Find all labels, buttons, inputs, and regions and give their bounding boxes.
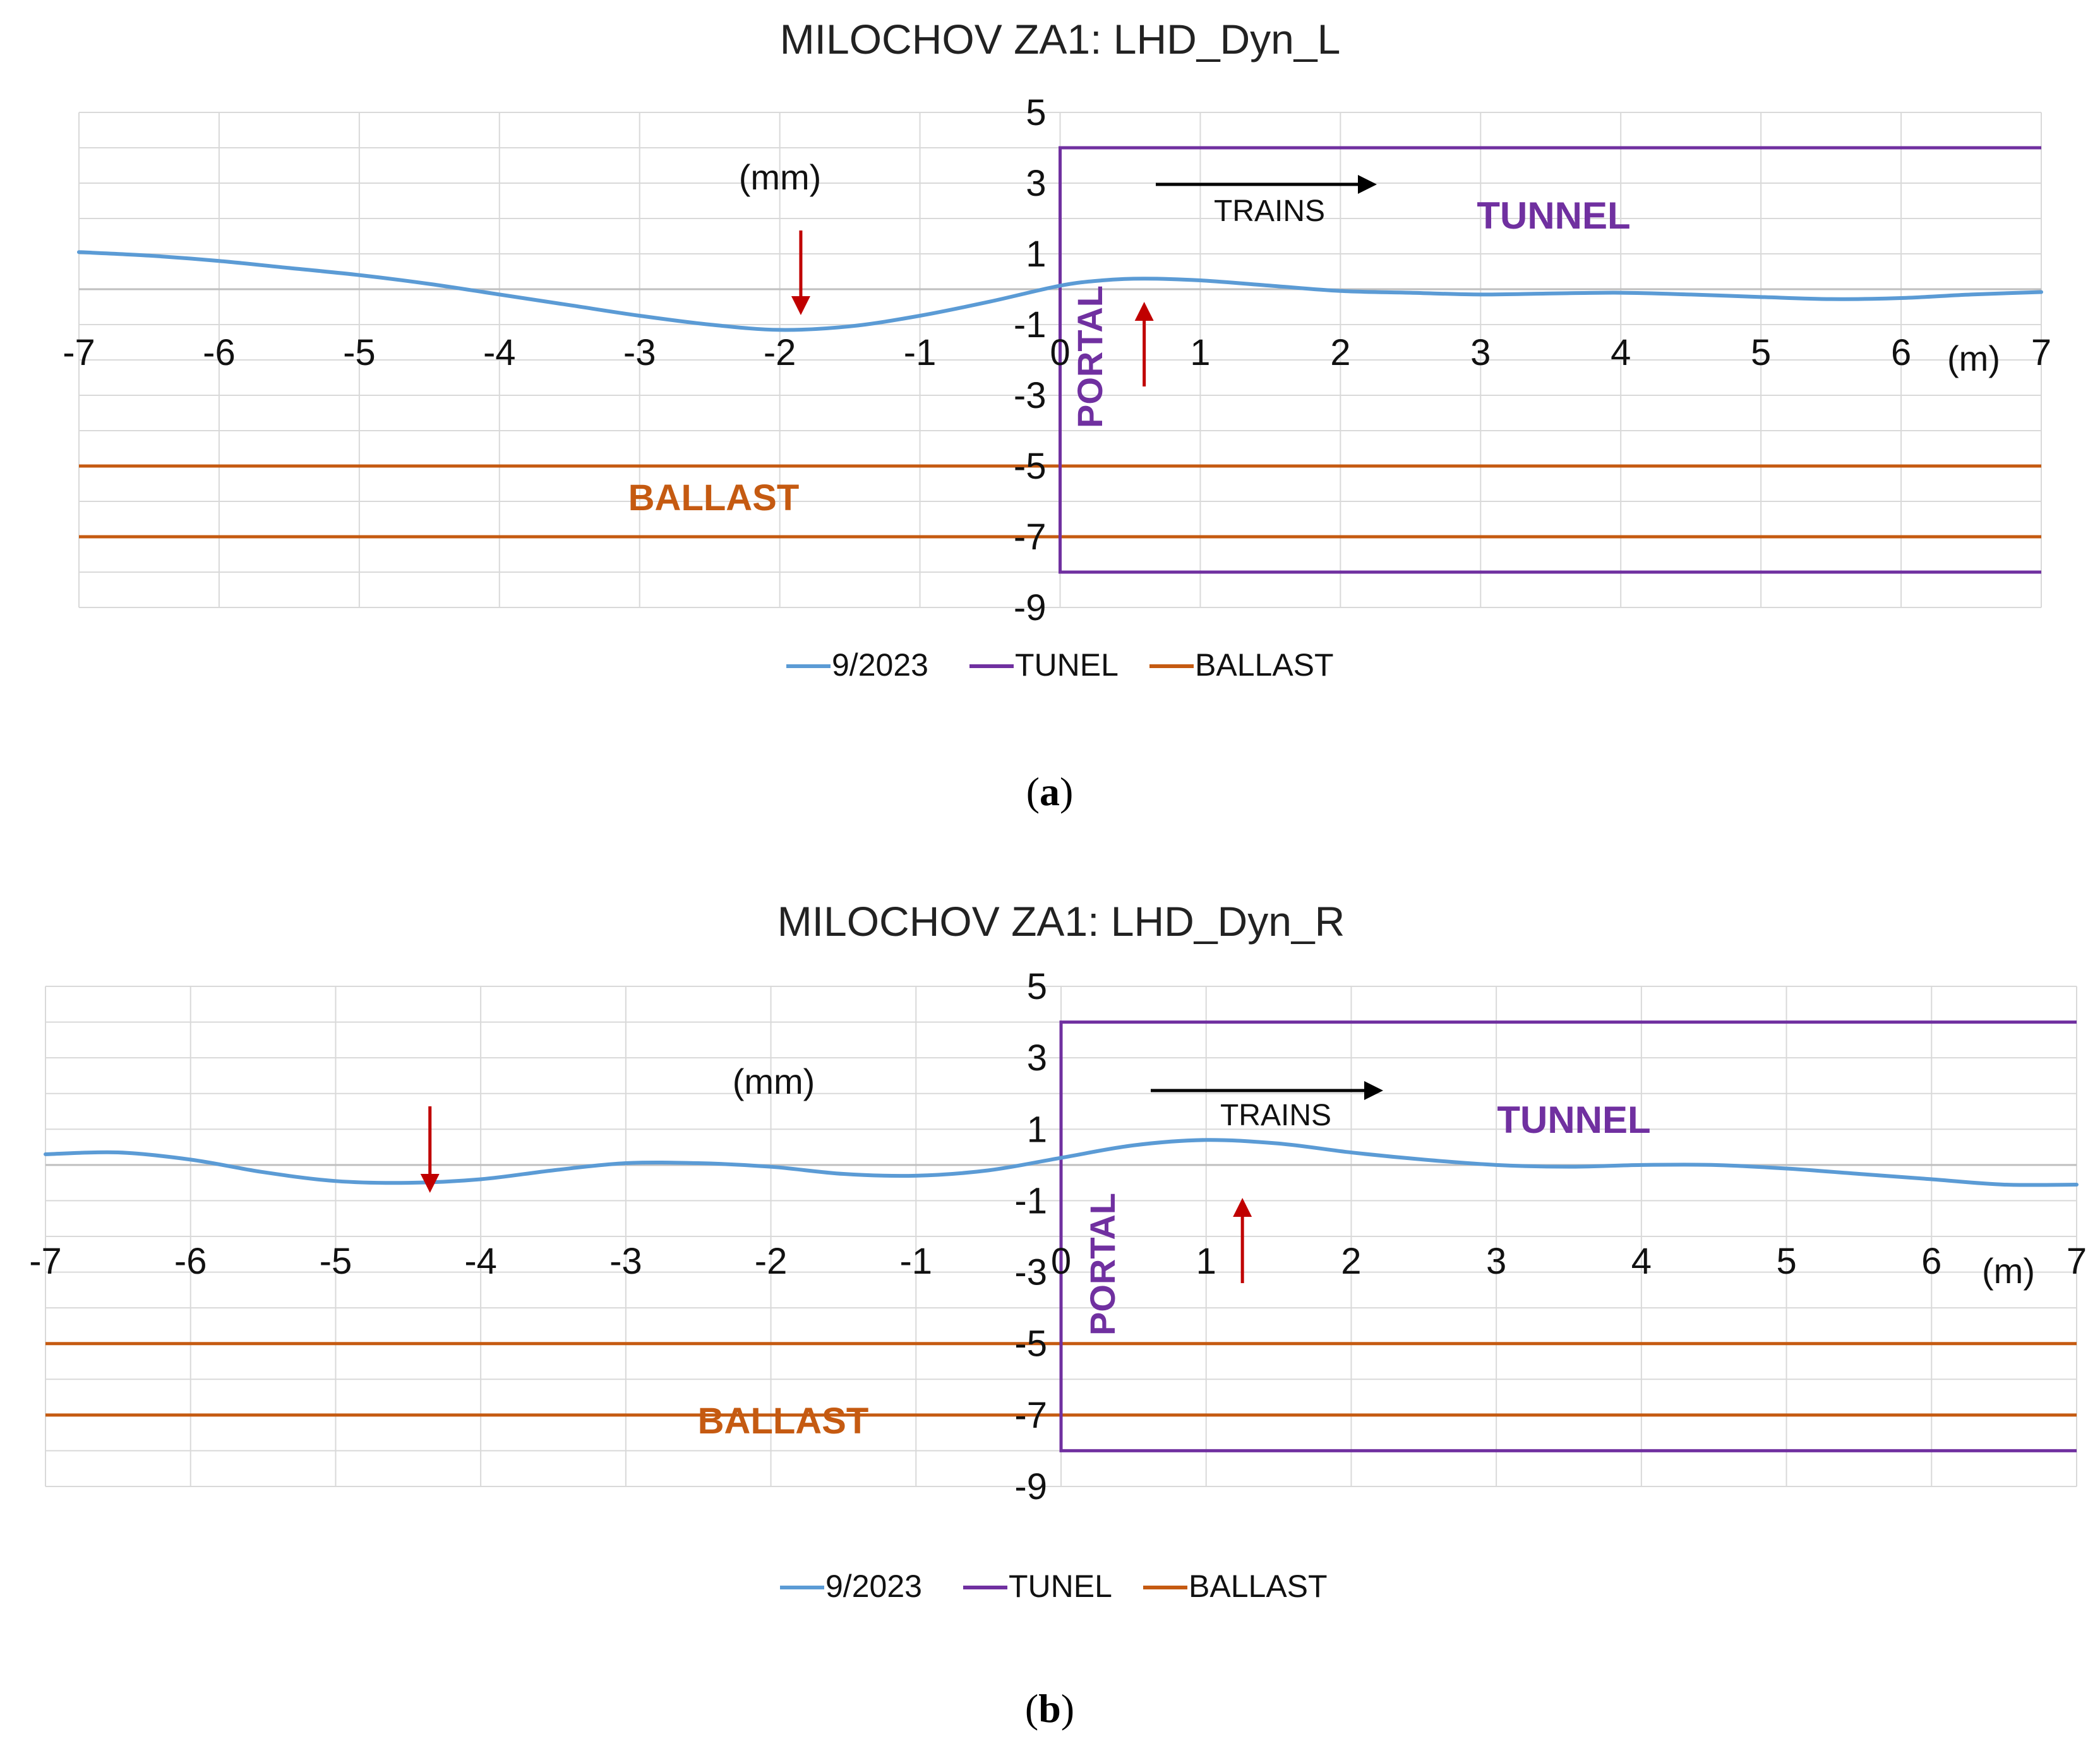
y-tick-label: -1 (1014, 304, 1047, 345)
x-tick-label: -4 (483, 332, 516, 373)
x-tick-label: -2 (764, 332, 796, 373)
ballast-label: BALLAST (698, 1401, 869, 1442)
legend-label: TUNEL (1009, 1569, 1112, 1604)
tunnel-outline (1059, 1020, 2077, 1452)
x-tick-label: 1 (1196, 1241, 1216, 1282)
tunnel-label: TUNNEL (1497, 1099, 1650, 1141)
x-tick-label: -5 (343, 332, 376, 373)
x-tick-label: -7 (29, 1241, 62, 1282)
x-axis-unit-label: (m) (1947, 338, 2000, 378)
y-tick-label: -5 (1014, 1324, 1047, 1365)
tunnel-label: TUNNEL (1477, 194, 1630, 237)
tunnel-outline (1059, 146, 2041, 574)
panel-caption: (b) (1025, 1686, 1074, 1731)
portal-label: PORTAL (1070, 285, 1110, 428)
x-tick-label: -7 (63, 332, 95, 373)
legend-label: BALLAST (1195, 647, 1334, 683)
trains-label: TRAINS (1220, 1099, 1331, 1132)
trains-label: TRAINS (1214, 194, 1325, 228)
x-tick-label: -6 (174, 1241, 207, 1282)
panel-caption-letter: b (1038, 1686, 1061, 1731)
y-tick-label: 1 (1027, 1109, 1047, 1150)
x-tick-label: -1 (904, 332, 937, 373)
chart-b: MILOCHOV ZA1: LHD_Dyn_R-7 -6 -5 -4 -3 -2 -1 0 1 2… (29, 898, 2087, 1731)
x-tick-label: 5 (1776, 1241, 1796, 1282)
x-tick-label: 6 (1891, 332, 1911, 373)
y-tick-label: -7 (1014, 1395, 1047, 1436)
legend-label: 9/2023 (825, 1569, 922, 1604)
panel-caption: (a) (1026, 769, 1074, 814)
series-line-9-2023 (77, 250, 2043, 332)
x-tick-label: 0 (1051, 1241, 1071, 1282)
chart-panel-b: MILOCHOV ZA1: LHD_Dyn_R -7 -6 -5 -4 -3 -2 -1 0 1 2… (0, 879, 2100, 1758)
y-tick-label: -1 (1014, 1180, 1047, 1221)
y-tick-label: 3 (1026, 163, 1046, 204)
y-tick-label: -5 (1014, 446, 1047, 487)
x-tick-label: 7 (2031, 332, 2051, 373)
x-tick-label: 3 (1486, 1241, 1506, 1282)
y-axis-unit-label: (mm) (739, 157, 822, 197)
legend-label: 9/2023 (832, 647, 928, 683)
x-tick-label: 2 (1341, 1241, 1361, 1282)
chart-a: MILOCHOV ZA1: LHD_Dyn_L-7 -6 -5 -4 -3 -2 -1 0 1 2… (63, 16, 2051, 814)
series-line-9-2023 (44, 1138, 2079, 1187)
chart-panel-a: MILOCHOV ZA1: LHD_Dyn_L -7 -6 -5 -4 -3 -2 -1 0 1 2… (63, 16, 2051, 814)
y-axis-unit-label: (mm) (733, 1061, 815, 1101)
x-tick-label: 0 (1050, 332, 1070, 373)
x-axis-unit-label: (m) (1982, 1251, 2035, 1291)
x-tick-label: -3 (623, 332, 656, 373)
ballast-label: BALLAST (628, 477, 800, 518)
x-tick-label: -2 (755, 1241, 788, 1282)
chart-title: MILOCHOV ZA1: LHD_Dyn_R (777, 898, 1345, 945)
x-tick-label: -6 (203, 332, 236, 373)
y-tick-label: -7 (1014, 517, 1047, 558)
x-tick-label: -4 (464, 1241, 497, 1282)
x-tick-label: 4 (1631, 1241, 1652, 1282)
y-tick-label: 1 (1026, 234, 1046, 275)
y-tick-label: -9 (1014, 587, 1047, 628)
chart-title: MILOCHOV ZA1: LHD_Dyn_L (780, 16, 1341, 63)
x-tick-label: 4 (1611, 332, 1631, 373)
x-tick-label: 1 (1190, 332, 1210, 373)
panel-caption-letter: a (1040, 769, 1060, 814)
y-tick-label: 3 (1027, 1037, 1047, 1079)
x-tick-label: -3 (609, 1241, 642, 1282)
y-tick-label: 5 (1027, 966, 1047, 1007)
y-tick-label: -3 (1014, 375, 1047, 416)
y-tick-label: 5 (1026, 92, 1046, 133)
x-tick-label: 2 (1330, 332, 1350, 373)
x-tick-label: 6 (1921, 1241, 1941, 1282)
x-tick-label: -5 (320, 1241, 352, 1282)
y-tick-label: -9 (1014, 1466, 1047, 1507)
x-tick-label: -1 (899, 1241, 932, 1282)
legend-label: BALLAST (1189, 1569, 1328, 1604)
legend-label: TUNEL (1015, 647, 1119, 683)
x-tick-label: 7 (2067, 1241, 2087, 1282)
x-tick-label: 5 (1751, 332, 1771, 373)
y-tick-label: -3 (1014, 1252, 1047, 1293)
portal-label: PORTAL (1083, 1193, 1122, 1336)
x-tick-label: 3 (1470, 332, 1491, 373)
